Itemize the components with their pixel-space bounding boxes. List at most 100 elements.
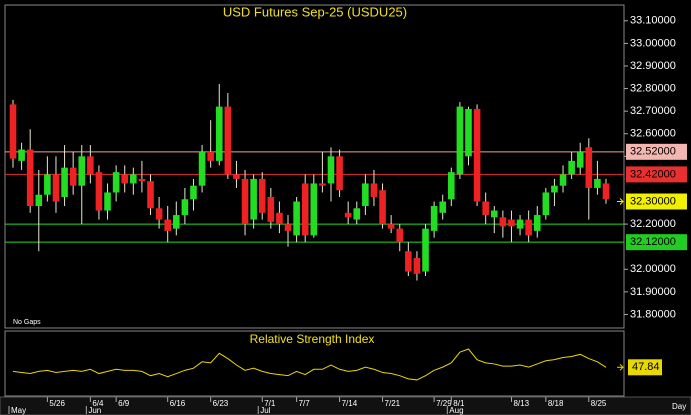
rsi-tag-label: 47.84 xyxy=(632,361,660,373)
price-tag xyxy=(626,193,687,210)
candle-body xyxy=(310,183,318,236)
x-tick-label: 7/7 xyxy=(299,399,311,408)
candle-body xyxy=(448,172,455,200)
candle-body xyxy=(387,224,395,229)
y-tick-label: 31.90000 xyxy=(630,286,676,298)
candle-body xyxy=(52,174,60,202)
candle-body xyxy=(508,219,515,227)
month-label: May xyxy=(11,406,26,415)
candle-body xyxy=(353,208,361,220)
candle-body xyxy=(439,201,447,213)
price-tag-label: 32.30000 xyxy=(630,195,676,207)
candle-body xyxy=(525,219,532,236)
candle-body xyxy=(542,192,550,216)
candle-body xyxy=(138,178,146,182)
candle-body xyxy=(576,151,584,168)
candle-body xyxy=(362,183,369,207)
candle-body xyxy=(319,183,326,186)
candle-body xyxy=(104,192,111,211)
candle-body xyxy=(551,185,558,193)
candle-body xyxy=(465,108,472,157)
candle-body xyxy=(344,212,352,218)
candle-body xyxy=(190,185,197,200)
candle-body xyxy=(379,190,386,225)
month-label: Aug xyxy=(449,406,463,415)
candle-body xyxy=(95,172,103,211)
candle-body xyxy=(490,210,498,218)
candle-body xyxy=(181,199,189,216)
candle-body xyxy=(155,208,163,220)
month-label: Jul xyxy=(260,406,270,415)
y-tick-label: 31.80000 xyxy=(630,308,676,320)
rsi-tag xyxy=(628,359,662,376)
candle-body xyxy=(130,174,137,184)
candle-body xyxy=(594,178,601,188)
candle-body xyxy=(147,181,154,209)
candle-body xyxy=(250,178,257,220)
candle-body xyxy=(370,183,378,197)
x-tick-label: 7/29 xyxy=(436,399,452,408)
candle-body xyxy=(430,206,438,231)
candle-body xyxy=(293,201,300,236)
x-tick-label: 7/1 xyxy=(264,399,276,408)
date-axis xyxy=(0,396,691,415)
price-tag-label: 32.52000 xyxy=(630,146,676,158)
candle-body xyxy=(456,106,464,175)
candle-body xyxy=(559,174,567,186)
candle-body xyxy=(267,196,275,222)
x-tick-label: 7/21 xyxy=(385,399,401,408)
period-label: Day xyxy=(672,402,686,411)
candle-body xyxy=(568,160,575,175)
x-tick-label: 8/25 xyxy=(591,399,607,408)
candle-body xyxy=(61,167,68,197)
candle-body xyxy=(413,257,421,274)
candle-body xyxy=(241,178,249,225)
y-tick-label: 32.20000 xyxy=(630,218,676,230)
candle-body xyxy=(602,183,610,200)
candle-body xyxy=(172,215,180,229)
price-tag xyxy=(626,234,687,251)
x-tick-label: 8/18 xyxy=(548,399,564,408)
candle-body xyxy=(327,156,335,184)
price-panel xyxy=(4,4,625,329)
candle-body xyxy=(69,167,77,186)
y-tick-label: 32.90000 xyxy=(630,60,676,72)
rsi-arrow xyxy=(617,363,624,371)
month-label: Jun xyxy=(88,406,101,415)
x-tick-label: 8/13 xyxy=(513,399,529,408)
candle-body xyxy=(9,104,17,159)
y-tick-label: 32.00000 xyxy=(630,263,676,275)
candle-body xyxy=(516,219,524,229)
candle-body xyxy=(18,149,25,161)
price-tag xyxy=(626,143,687,160)
x-tick-label: 8/1 xyxy=(453,399,465,408)
price-tag-label: 32.42000 xyxy=(630,168,676,180)
price-tag-label: 32.12000 xyxy=(630,236,676,248)
x-tick-label: 5/26 xyxy=(49,399,65,408)
candle-body xyxy=(112,172,120,193)
candle-body xyxy=(422,228,429,272)
candle-body xyxy=(258,178,266,213)
candle-body xyxy=(35,194,43,207)
y-tick-label: 32.70000 xyxy=(630,105,676,117)
price-tag xyxy=(626,166,687,183)
candle-body xyxy=(87,156,94,175)
note: No Gaps xyxy=(13,319,41,326)
candle-body xyxy=(396,228,404,243)
x-tick-label: 6/23 xyxy=(213,399,229,408)
candle-body xyxy=(301,183,309,236)
candle-body xyxy=(233,174,240,179)
candle-body xyxy=(405,251,412,272)
candle-body xyxy=(207,151,214,161)
candle-body xyxy=(336,156,343,191)
x-tick-label: 7/14 xyxy=(342,399,358,408)
candle-body xyxy=(164,219,171,231)
x-tick-label: 6/9 xyxy=(118,399,130,408)
y-tick-label: 33.00000 xyxy=(630,37,676,49)
candle-body xyxy=(44,174,51,195)
candle-body xyxy=(585,147,593,188)
chart-title: USD Futures Sep-25 (USDU25) xyxy=(223,4,407,19)
candle-body xyxy=(215,106,223,161)
